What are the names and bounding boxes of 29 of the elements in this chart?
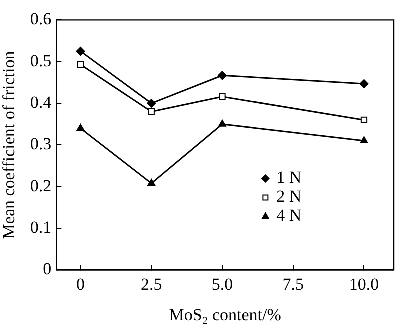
- point: [360, 79, 369, 88]
- point: [219, 94, 226, 100]
- y-tick-label: 0.3: [30, 134, 52, 154]
- point: [360, 136, 368, 144]
- x-tick-label: 2.5: [140, 274, 162, 294]
- y-tick-label: 0.1: [30, 218, 52, 237]
- legend-label: 2 N: [276, 187, 302, 206]
- y-tick-label: 0.5: [30, 51, 52, 70]
- point: [76, 124, 85, 132]
- x-tick-label: 10.0: [349, 274, 380, 294]
- point: [148, 179, 156, 186]
- x-axis-title: MoS₂ content/%: [169, 305, 282, 324]
- point: [148, 108, 155, 116]
- y-tick-label: 0.4: [30, 93, 52, 112]
- legend-label: 1 N: [276, 168, 302, 188]
- y-tick-label: 0.6: [30, 10, 52, 29]
- y-tick-label: 0.2: [30, 176, 52, 196]
- y-axis-title: Mean coefficient of friction: [0, 50, 19, 240]
- x-tick-label: 5.0: [212, 274, 234, 294]
- point: [147, 99, 156, 108]
- point: [76, 46, 86, 56]
- point: [218, 120, 226, 127]
- x-tick-label: 7.5: [282, 274, 304, 294]
- x-tick-label: 0: [76, 274, 85, 294]
- legend-label: 4 N: [276, 206, 302, 226]
- y-tick-label: 0: [43, 260, 52, 279]
- point: [360, 116, 368, 124]
- point: [77, 61, 84, 68]
- point: [218, 71, 227, 80]
